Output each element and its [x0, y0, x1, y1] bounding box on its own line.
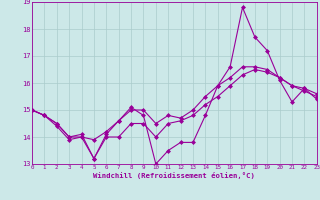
X-axis label: Windchill (Refroidissement éolien,°C): Windchill (Refroidissement éolien,°C) [93, 172, 255, 179]
